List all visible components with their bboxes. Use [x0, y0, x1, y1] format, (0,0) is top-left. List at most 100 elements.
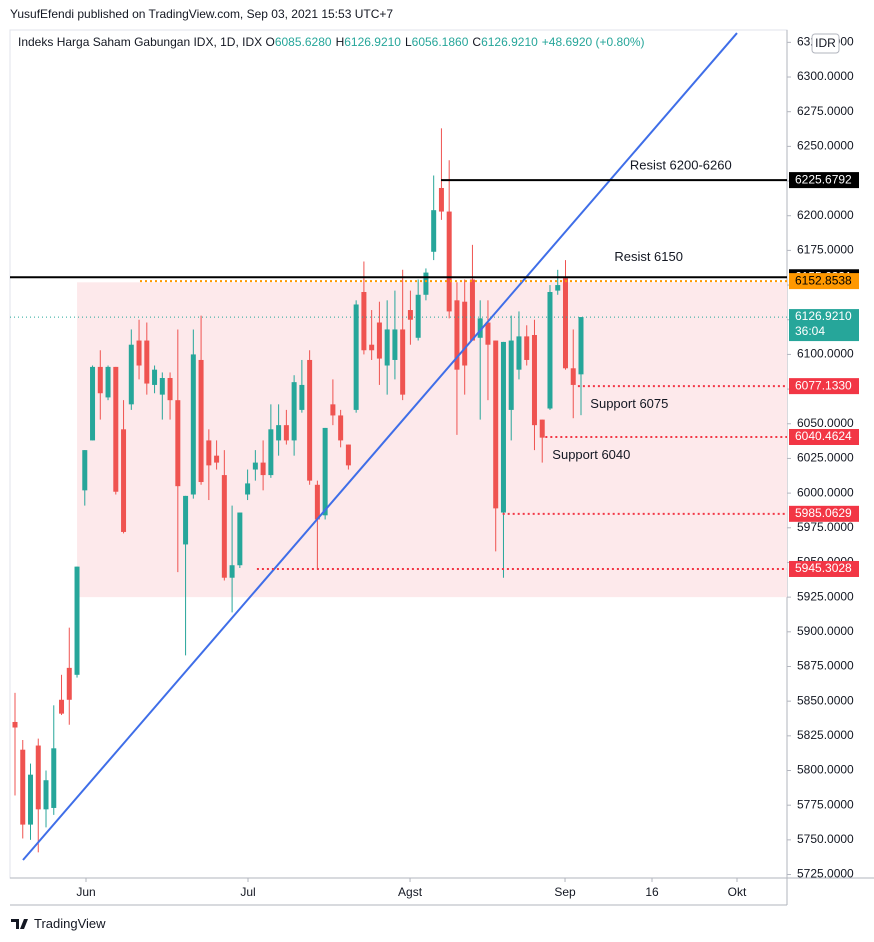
author-line: YusufEfendi published on TradingView.com… [10, 7, 394, 21]
candle-body [20, 749, 26, 825]
candle-body [283, 425, 289, 441]
y-tick-label: 5975.0000 [797, 520, 854, 534]
candle-body [299, 384, 305, 410]
ohlc-value: +48.6920 (+0.80%) [541, 35, 645, 49]
price-label-box [789, 309, 859, 342]
annotation: Resist 6150 [614, 249, 683, 264]
candle-body [167, 377, 173, 401]
candle-body [493, 340, 499, 509]
legend: Indeks Harga Saham Gabungan IDX, 1D, IDX… [18, 35, 649, 49]
candle-body [268, 429, 274, 476]
candle-body [291, 382, 297, 441]
y-tick-label: 5850.0000 [797, 693, 854, 707]
candle-body [276, 425, 282, 441]
candle-body [121, 429, 127, 532]
ohlc-value: 6126.9210 [481, 35, 538, 49]
y-tick-label: 6175.0000 [797, 243, 854, 257]
y-tick-label: 5825.0000 [797, 728, 854, 742]
ohlc-value: 6085.6280 [274, 35, 332, 49]
y-tick-label: 5800.0000 [797, 763, 854, 777]
ohlc-key: C [472, 35, 482, 49]
candle-body [144, 340, 150, 384]
candle-body [353, 304, 359, 410]
y-tick-label: 6050.0000 [797, 416, 854, 430]
candle-body [245, 483, 251, 495]
candle-body [415, 294, 421, 338]
brand: TradingView [34, 916, 106, 931]
x-tick-label: Agst [398, 885, 423, 899]
candle-body [43, 780, 49, 810]
price-label: 6225.6792 [795, 172, 852, 186]
candle-body [229, 565, 235, 578]
candle-body [407, 310, 413, 320]
candle-body [570, 368, 576, 385]
candle-body [462, 301, 468, 366]
candle-body [136, 340, 142, 366]
currency: IDR [815, 36, 836, 50]
countdown: 36:04 [795, 324, 825, 338]
candle-body [516, 336, 522, 370]
candle-body [547, 292, 553, 409]
candle-body [578, 317, 584, 375]
footer: TradingView [10, 916, 106, 931]
candle-body [82, 450, 88, 491]
y-tick-label: 6250.0000 [797, 139, 854, 153]
price-label: 6077.1330 [795, 378, 852, 392]
candle-body [485, 322, 491, 345]
price-label: 5985.0629 [795, 506, 852, 520]
candle-body [345, 444, 351, 466]
candle-body [477, 318, 483, 338]
candle-body [438, 187, 444, 212]
annotation: Support 6075 [590, 396, 668, 411]
y-tick-label: 6300.0000 [797, 69, 854, 83]
candle-body [90, 366, 96, 441]
series-title: Indeks Harga Saham Gabungan IDX, 1D, IDX [18, 35, 263, 49]
candle-body [524, 336, 530, 360]
candle-body [400, 329, 406, 395]
candle-body [307, 359, 313, 481]
candle-body [361, 292, 367, 351]
y-tick-label: 5900.0000 [797, 624, 854, 638]
candle-body [128, 344, 134, 405]
candle-body [152, 369, 158, 385]
price-label: 6152.8538 [795, 273, 852, 287]
y-tick-label: 6000.0000 [797, 485, 854, 499]
candle-body [221, 475, 227, 578]
candle-body [260, 462, 266, 476]
price-label: 6126.9210 [795, 309, 852, 323]
x-tick-label: Okt [728, 885, 747, 899]
candle-body [314, 484, 320, 520]
price-label: 5945.3028 [795, 561, 852, 575]
candle-body [159, 377, 165, 395]
ohlc-key: O [265, 35, 275, 49]
brand-logo [11, 918, 28, 929]
x-tick-label: 16 [645, 885, 659, 899]
candle-body [74, 566, 80, 675]
candle-body [59, 699, 65, 714]
price-label-box [789, 505, 859, 522]
candle-body [384, 329, 390, 366]
price-label-box [789, 172, 859, 189]
ohlc-value: 6056.1860 [411, 35, 469, 49]
candle-body [446, 211, 452, 312]
price-label-box [789, 273, 859, 290]
x-tick-label: Sep [554, 885, 576, 899]
candle-body [423, 272, 429, 295]
annotation: Resist 6200-6260 [630, 158, 732, 173]
candle-body [105, 366, 111, 398]
y-tick-label: 5925.0000 [797, 589, 854, 603]
candle-body [252, 462, 258, 470]
candle-body [206, 440, 212, 466]
candle-body [562, 278, 568, 369]
ohlc-value: 6126.9210 [344, 35, 401, 49]
y-tick-label: 6025.0000 [797, 451, 854, 465]
y-tick-label: 5875.0000 [797, 659, 854, 673]
candle-body [97, 366, 103, 394]
x-tick-label: Jun [76, 885, 95, 899]
candle-body [539, 419, 545, 438]
price-label: 6040.4624 [795, 429, 852, 443]
candle-body [500, 341, 506, 513]
price-label-box [789, 560, 859, 577]
candle-body [338, 415, 344, 441]
